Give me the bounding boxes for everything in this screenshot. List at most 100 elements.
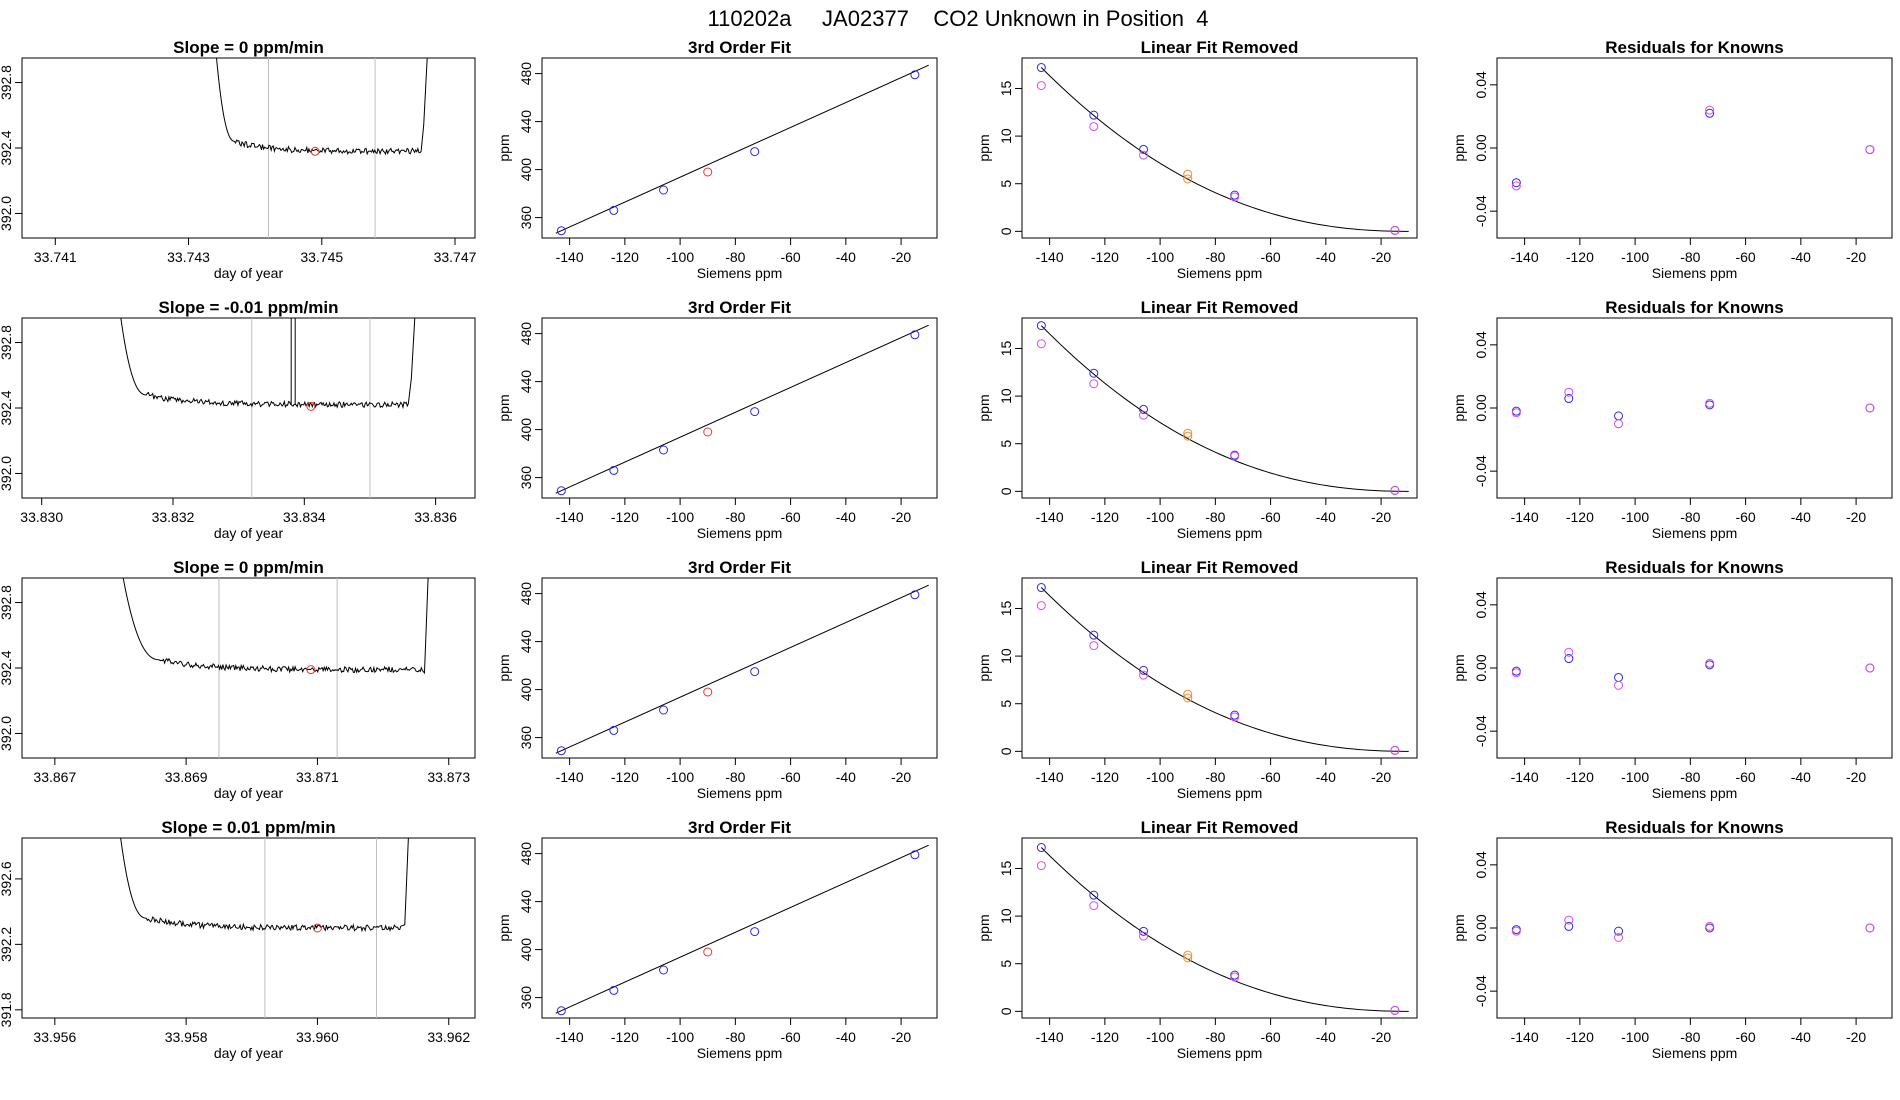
x-tick-label: -40 [1791,509,1811,525]
x-tick-label: 33.958 [165,1029,208,1045]
x-tick-label: -60 [780,1029,800,1045]
x-axis-label: Siemens ppm [1177,265,1263,281]
data-point-red [703,427,713,437]
x-tick-label: -100 [666,1029,694,1045]
panel-title: Linear Fit Removed [1141,298,1299,317]
y-tick-label: -0.04 [1473,975,1489,1007]
data-point-magenta [1390,485,1400,495]
y-tick-label: 392.8 [0,65,14,100]
plot-frame [541,57,938,239]
y-tick-label: 480 [518,322,534,346]
x-tick-label: -80 [1205,249,1225,265]
y-tick-label: 5 [998,440,1014,448]
data-point-magenta [1139,150,1149,160]
mean-marker [310,146,320,156]
data-point-blue [910,70,920,80]
plot-area [122,578,429,758]
x-tick-label: -40 [1316,769,1336,785]
x-tick-label: -120 [1566,509,1594,525]
fit-line [555,844,929,1014]
y-tick-label: 0 [998,487,1014,495]
plot-frame [541,317,938,499]
x-tick-label: -100 [1146,1029,1174,1045]
x-tick-label: -80 [1205,769,1225,785]
data-point-magenta [1865,663,1875,673]
data-point-blue [659,185,669,195]
y-tick-label: 15 [998,340,1014,356]
plot-frame [21,837,476,1019]
y-tick-label: 5 [998,700,1014,708]
y-tick-label: 392.8 [0,325,14,360]
data-point-blue [1139,926,1149,936]
x-tick-label: -80 [725,1029,745,1045]
data-point-blue [609,205,619,215]
x-axis-label: Siemens ppm [697,785,783,801]
y-tick-label: 440 [518,370,534,394]
panel-title: Linear Fit Removed [1141,818,1299,837]
plot-area [1036,583,1409,755]
mean-marker [306,401,316,411]
y-axis-label: ppm [1451,654,1467,681]
data-point-orange [1183,428,1193,438]
panel-title: Residuals for Knowns [1605,38,1784,57]
data-point-blue [556,1006,566,1016]
panel-8: Slope = 0 ppm/min 33.867 33.869 33.871 33.87… [0,558,476,801]
x-tick-label: -140 [556,769,584,785]
x-tick-label: -20 [1371,249,1391,265]
y-tick-label: 15 [998,600,1014,616]
plot-area [216,58,428,238]
data-point-blue [659,445,669,455]
data-point-magenta [1036,861,1046,871]
y-tick-label: 0 [998,227,1014,235]
x-tick-label: -100 [1621,1029,1649,1045]
y-tick-label: 480 [518,842,534,866]
x-tick-label: 33.830 [20,509,63,525]
panel-13: 3rd Order Fit -140 -120 -100 -80 -60 -40 -20 360… [496,818,938,1061]
data-point-magenta [1511,181,1521,191]
y-tick-label: 0.04 [1473,591,1489,618]
y-tick-label: 392.6 [0,861,14,896]
x-tick-label: -100 [666,769,694,785]
x-tick-label: -120 [1566,249,1594,265]
x-tick-label: 33.834 [283,509,326,525]
fit-curve [1040,587,1409,752]
y-tick-label: 10 [998,648,1014,664]
data-point-magenta [1614,419,1624,429]
x-tick-label: -140 [1511,1029,1539,1045]
data-point-blue [556,746,566,756]
plot-area [1511,387,1875,429]
data-point-orange [1183,689,1193,699]
x-tick-label: -120 [1091,509,1119,525]
y-tick-label: 5 [998,960,1014,968]
x-tick-label: -100 [1621,509,1649,525]
data-point-magenta [1865,923,1875,933]
data-point-blue [1614,672,1624,682]
fit-line [555,64,929,234]
plot-frame [21,577,476,759]
x-tick-label: 33.741 [34,249,77,265]
ppm-trace [120,838,409,933]
data-point-magenta [1230,192,1240,202]
x-axis-label: Siemens ppm [1652,785,1738,801]
data-point-blue [1139,404,1149,414]
data-point-magenta [1089,122,1099,132]
plot-area [555,584,929,756]
x-tick-label: -120 [611,249,639,265]
x-tick-label: -60 [1260,509,1280,525]
x-tick-label: -20 [891,509,911,525]
data-point-magenta [1139,410,1149,420]
data-point-magenta [1705,398,1715,408]
y-tick-label: 440 [518,110,534,134]
x-tick-label: 33.836 [414,509,457,525]
x-axis-label: Siemens ppm [1652,525,1738,541]
plot-frame [541,577,938,759]
data-point-blue [750,667,760,677]
data-point-magenta [1865,145,1875,155]
data-point-blue [659,705,669,715]
data-point-blue [910,850,920,860]
y-tick-label: 392.4 [0,390,14,425]
y-axis-label: ppm [1451,394,1467,421]
data-point-blue [1139,665,1149,675]
panel-12: Slope = 0.01 ppm/min 33.956 33.958 33.960 33… [0,818,476,1061]
